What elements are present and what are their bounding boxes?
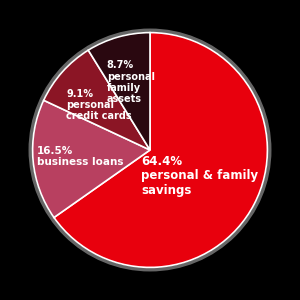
Wedge shape — [54, 33, 267, 267]
Text: 9.1%
personal
credit cards: 9.1% personal credit cards — [66, 88, 132, 121]
Text: 8.7%
personal
family
assets: 8.7% personal family assets — [107, 60, 155, 104]
Wedge shape — [33, 100, 150, 218]
Text: 64.4%
personal & family
savings: 64.4% personal & family savings — [141, 155, 259, 197]
Wedge shape — [44, 50, 150, 150]
Text: 16.5%
business loans: 16.5% business loans — [37, 146, 123, 167]
Wedge shape — [88, 33, 150, 150]
